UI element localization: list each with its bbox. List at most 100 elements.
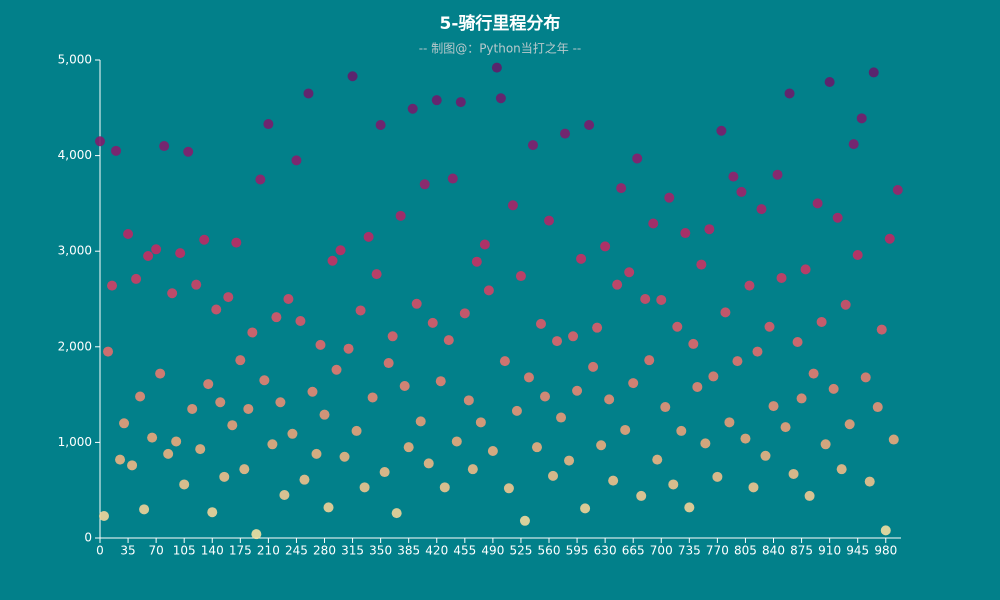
point — [604, 394, 615, 405]
point — [544, 215, 555, 226]
x-tick-label: 595 — [566, 544, 589, 558]
point — [271, 312, 282, 323]
point — [399, 380, 410, 391]
point — [820, 439, 831, 450]
point — [868, 67, 879, 78]
point — [756, 204, 767, 215]
point — [291, 155, 302, 166]
point — [483, 285, 494, 296]
point — [692, 381, 703, 392]
point — [892, 185, 903, 196]
point — [660, 402, 671, 413]
point — [359, 482, 370, 493]
point — [227, 420, 238, 431]
point — [455, 97, 466, 108]
point — [584, 120, 595, 131]
point — [628, 378, 639, 389]
point — [519, 515, 530, 526]
point — [764, 321, 775, 332]
point — [592, 322, 603, 333]
point — [568, 331, 579, 342]
point — [463, 395, 474, 406]
x-tick-label: 630 — [594, 544, 617, 558]
point — [315, 339, 326, 350]
x-tick-label: 350 — [369, 544, 392, 558]
point — [287, 428, 298, 439]
point — [171, 436, 182, 447]
point — [391, 508, 402, 519]
point — [347, 71, 358, 82]
point — [652, 454, 663, 465]
point — [852, 250, 863, 261]
point — [644, 355, 655, 366]
point — [527, 140, 538, 151]
point — [540, 391, 550, 402]
point — [636, 490, 647, 501]
point — [511, 405, 522, 416]
point — [556, 412, 567, 423]
point — [279, 489, 290, 500]
x-tick-label: 70 — [148, 544, 163, 558]
point — [864, 476, 875, 487]
point — [680, 228, 691, 239]
point — [648, 218, 659, 229]
point — [447, 173, 458, 184]
point — [323, 502, 334, 513]
x-tick-label: 700 — [650, 544, 673, 558]
point — [828, 383, 839, 394]
point — [207, 507, 218, 518]
point — [608, 475, 619, 486]
point — [672, 321, 683, 332]
point — [363, 231, 374, 242]
point — [580, 503, 591, 514]
point — [355, 305, 366, 316]
point — [267, 439, 278, 450]
point — [263, 119, 274, 130]
point — [876, 324, 887, 335]
point — [848, 139, 859, 150]
point — [616, 183, 627, 194]
point — [712, 471, 723, 482]
y-tick-label: 2,000 — [58, 339, 92, 353]
point — [307, 386, 318, 397]
point — [311, 448, 322, 459]
point — [379, 467, 390, 478]
point — [439, 482, 450, 493]
y-tick-label: 4,000 — [58, 148, 92, 162]
point — [736, 186, 747, 197]
point — [824, 76, 835, 87]
point — [720, 307, 731, 318]
point — [808, 368, 819, 379]
point — [251, 529, 262, 540]
x-tick-label: 385 — [397, 544, 420, 558]
point — [407, 103, 418, 114]
point — [744, 280, 755, 291]
x-tick-label: 490 — [481, 544, 504, 558]
point — [840, 299, 851, 310]
point — [632, 153, 643, 164]
x-tick-label: 910 — [818, 544, 841, 558]
point — [880, 525, 891, 536]
point — [187, 403, 198, 414]
point — [459, 308, 470, 319]
point — [515, 271, 526, 282]
point — [792, 337, 803, 348]
point — [383, 358, 394, 369]
point — [283, 294, 294, 304]
point — [335, 245, 346, 256]
point — [339, 451, 350, 462]
point — [467, 464, 478, 475]
point — [367, 392, 378, 403]
point — [139, 504, 150, 515]
point — [596, 440, 607, 451]
point — [499, 356, 510, 367]
point — [343, 343, 354, 354]
point — [99, 511, 110, 522]
x-tick-label: 280 — [313, 544, 336, 558]
point — [507, 200, 518, 211]
point — [155, 368, 166, 379]
point — [479, 239, 490, 250]
point — [331, 364, 342, 375]
point — [704, 224, 715, 235]
point — [451, 436, 462, 447]
